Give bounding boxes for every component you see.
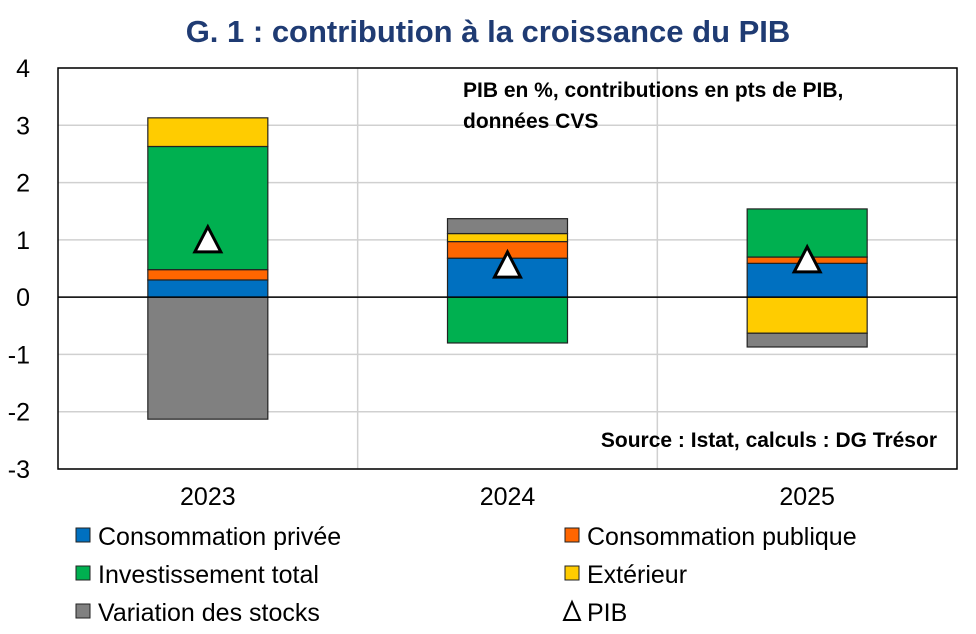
legend-swatch: [75, 527, 91, 543]
x-tick-label: 2024: [480, 483, 536, 511]
y-tick-label: 3: [16, 112, 30, 140]
legend-label: Investissement total: [98, 561, 319, 589]
legend-pib-icon: [562, 599, 582, 621]
bar-segment-consommation-publique: [147, 269, 269, 281]
y-tick-label: 0: [16, 284, 30, 312]
bar-segment-ext-rieur: [746, 296, 868, 334]
x-tick-label: 2023: [180, 483, 236, 511]
legend-swatch: [564, 527, 580, 543]
legend-label: Extérieur: [587, 561, 687, 589]
annotation-source: Source : Istat, calculs : DG Trésor: [601, 429, 937, 452]
y-tick-label: -2: [8, 399, 30, 427]
plot-border: [57, 67, 958, 470]
pib-marker: [192, 223, 224, 254]
chart-title: G. 1 : contribution à la croissance du P…: [186, 14, 791, 49]
bar-segment-variation-des-stocks: [446, 218, 569, 235]
pib-marker: [492, 248, 523, 279]
legend-label: PIB: [587, 599, 627, 627]
legend-swatch: [75, 603, 91, 619]
legend-label: Consommation privée: [98, 523, 341, 551]
bar-segment-investissement-total: [446, 296, 569, 344]
legend-swatch: [564, 565, 580, 581]
legend-label: Variation des stocks: [98, 599, 320, 627]
y-tick-label: 1: [16, 227, 30, 255]
legend-swatch: [75, 565, 91, 581]
x-tick-label: 2025: [779, 483, 835, 511]
y-tick-label: 2: [16, 170, 30, 198]
bar-segment-ext-rieur: [147, 117, 269, 148]
y-tick-label: -1: [8, 341, 30, 369]
bar-segment-variation-des-stocks: [746, 332, 868, 348]
bar-segment-consommation-priv-e: [147, 279, 269, 298]
annotation-units: données CVS: [463, 110, 598, 133]
y-tick-label: -3: [8, 456, 30, 484]
bar-segment-variation-des-stocks: [147, 296, 269, 420]
annotation-units: PIB en %, contributions en pts de PIB,: [463, 79, 843, 102]
bar-segment-ext-rieur: [446, 232, 569, 243]
pib-marker: [791, 243, 823, 274]
y-tick-label: 4: [16, 55, 30, 83]
legend-label: Consommation publique: [587, 523, 857, 551]
